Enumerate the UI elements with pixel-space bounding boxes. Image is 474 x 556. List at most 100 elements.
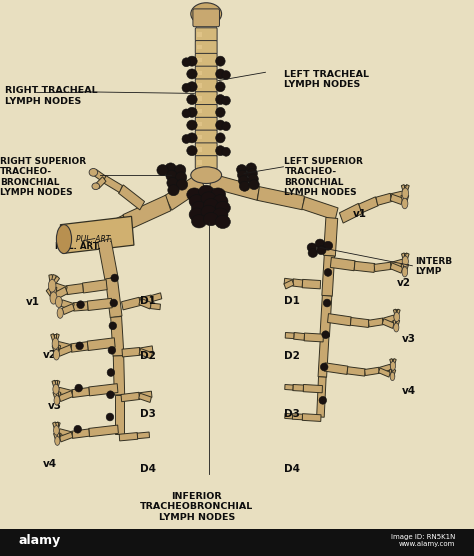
Polygon shape	[293, 332, 305, 340]
Polygon shape	[98, 239, 118, 280]
Polygon shape	[395, 320, 400, 328]
Ellipse shape	[390, 361, 395, 370]
Bar	[197, 160, 202, 165]
Polygon shape	[293, 385, 303, 391]
FancyBboxPatch shape	[195, 105, 217, 118]
Ellipse shape	[187, 133, 197, 143]
FancyBboxPatch shape	[195, 66, 217, 80]
Text: Image ID: RN5K1N
www.alamy.com: Image ID: RN5K1N www.alamy.com	[391, 534, 455, 547]
Ellipse shape	[166, 170, 177, 181]
Polygon shape	[89, 384, 118, 396]
Ellipse shape	[50, 292, 57, 304]
Polygon shape	[73, 302, 88, 311]
Polygon shape	[55, 345, 58, 355]
Polygon shape	[118, 185, 145, 210]
Polygon shape	[383, 315, 395, 324]
Bar	[197, 122, 202, 126]
Polygon shape	[56, 433, 61, 441]
Ellipse shape	[182, 135, 191, 143]
Ellipse shape	[187, 82, 197, 92]
Polygon shape	[284, 280, 294, 289]
Polygon shape	[390, 359, 394, 366]
Polygon shape	[52, 380, 57, 390]
Text: D3: D3	[284, 409, 300, 419]
FancyBboxPatch shape	[195, 41, 217, 54]
Polygon shape	[58, 345, 72, 356]
Ellipse shape	[174, 165, 186, 176]
Polygon shape	[95, 177, 106, 188]
Polygon shape	[72, 429, 90, 438]
Bar	[0, 529, 474, 556]
Ellipse shape	[175, 172, 187, 183]
Text: D1: D1	[284, 296, 300, 306]
Polygon shape	[320, 295, 332, 337]
Ellipse shape	[248, 174, 258, 184]
Ellipse shape	[89, 168, 98, 176]
Ellipse shape	[323, 241, 333, 250]
Text: D4: D4	[140, 464, 156, 474]
Text: INTERB
LYMP: INTERB LYMP	[415, 257, 452, 276]
Text: v4: v4	[402, 386, 416, 396]
Ellipse shape	[191, 215, 207, 228]
Polygon shape	[151, 293, 162, 301]
Polygon shape	[382, 319, 394, 329]
Polygon shape	[257, 187, 304, 210]
Polygon shape	[403, 264, 406, 272]
Polygon shape	[58, 388, 73, 396]
Ellipse shape	[216, 146, 225, 156]
Polygon shape	[72, 388, 90, 398]
Polygon shape	[379, 364, 391, 373]
Polygon shape	[82, 280, 107, 293]
Ellipse shape	[201, 205, 216, 219]
Ellipse shape	[157, 165, 168, 176]
Ellipse shape	[215, 201, 230, 215]
Polygon shape	[49, 287, 55, 299]
Ellipse shape	[106, 413, 114, 421]
Polygon shape	[403, 264, 409, 272]
Ellipse shape	[76, 342, 83, 350]
Ellipse shape	[187, 95, 197, 105]
Ellipse shape	[216, 69, 225, 79]
Ellipse shape	[203, 212, 219, 226]
Polygon shape	[115, 395, 124, 434]
Polygon shape	[404, 185, 409, 194]
Ellipse shape	[187, 146, 197, 156]
Polygon shape	[210, 174, 260, 200]
Polygon shape	[56, 433, 59, 441]
Polygon shape	[55, 422, 60, 431]
Polygon shape	[401, 195, 406, 204]
Polygon shape	[374, 262, 392, 271]
Ellipse shape	[182, 83, 191, 92]
Polygon shape	[302, 280, 320, 289]
Bar	[197, 58, 202, 62]
Ellipse shape	[322, 331, 329, 339]
FancyBboxPatch shape	[195, 53, 217, 67]
Ellipse shape	[111, 274, 118, 282]
Ellipse shape	[77, 301, 84, 309]
Polygon shape	[165, 173, 205, 210]
Polygon shape	[401, 185, 407, 194]
Polygon shape	[55, 391, 61, 401]
Polygon shape	[139, 349, 153, 359]
Polygon shape	[403, 195, 406, 203]
FancyBboxPatch shape	[195, 92, 217, 105]
Text: PUL. ART.: PUL. ART.	[76, 235, 112, 244]
Polygon shape	[55, 422, 58, 430]
Polygon shape	[139, 391, 152, 399]
Text: v3: v3	[47, 401, 62, 411]
Polygon shape	[53, 391, 58, 401]
Polygon shape	[303, 385, 322, 393]
Ellipse shape	[74, 425, 82, 433]
FancyBboxPatch shape	[195, 143, 217, 156]
Ellipse shape	[168, 185, 179, 196]
Ellipse shape	[182, 58, 191, 67]
Polygon shape	[354, 261, 375, 272]
Text: D2: D2	[284, 351, 300, 361]
Ellipse shape	[319, 396, 327, 404]
Polygon shape	[122, 348, 140, 357]
Ellipse shape	[191, 167, 221, 183]
FancyBboxPatch shape	[195, 117, 217, 131]
Polygon shape	[121, 297, 141, 310]
FancyBboxPatch shape	[193, 9, 219, 27]
Bar	[197, 32, 202, 37]
